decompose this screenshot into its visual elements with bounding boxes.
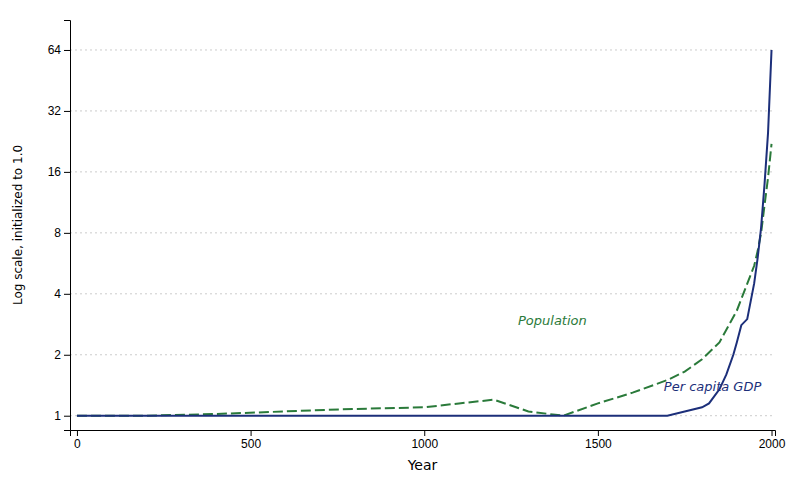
grid-line <box>70 171 775 172</box>
x-tick: 500 <box>241 430 261 451</box>
grid-line <box>70 293 775 294</box>
y-tick: 8 <box>54 226 70 240</box>
y-tick: 64 <box>48 43 70 57</box>
x-tick-label: 2000 <box>759 437 786 451</box>
y-tick-label: 16 <box>48 165 62 179</box>
y-tick-label: 4 <box>54 287 61 301</box>
x-tick-label: 0 <box>74 437 81 451</box>
x-tick-label: 1500 <box>585 437 612 451</box>
x-tick-label: 500 <box>241 437 261 451</box>
plot-area: 0 500 1000 1500 2000 1 2 4 8 16 32 64 Year Log scale,… <box>11 21 786 474</box>
y-axis-line <box>64 21 71 431</box>
grid-line <box>70 49 775 50</box>
x-tick: 1000 <box>411 430 438 451</box>
y-tick: 16 <box>48 165 70 179</box>
x-tick-mark <box>598 430 599 436</box>
y-tick: 32 <box>48 104 70 118</box>
grid-line <box>70 110 775 111</box>
series-line <box>77 50 772 416</box>
x-axis-title: Year <box>407 457 438 473</box>
x-axis: 0 500 1000 1500 2000 <box>71 430 786 451</box>
y-tick: 1 <box>54 409 70 423</box>
y-tick-label: 1 <box>54 409 61 423</box>
x-tick-mark <box>77 430 78 436</box>
y-tick-label: 2 <box>54 348 61 362</box>
y-tick: 2 <box>54 348 70 362</box>
series-group <box>77 50 772 416</box>
y-tick: 4 <box>54 287 70 301</box>
y-tick-mark <box>64 111 70 112</box>
y-tick-mark <box>64 416 70 417</box>
y-tick-mark <box>64 233 70 234</box>
x-tick: 0 <box>74 430 81 451</box>
annotation: Per capita GDP <box>664 379 762 394</box>
grid <box>70 50 775 416</box>
grid-line <box>70 232 775 233</box>
x-tick: 1500 <box>585 430 612 451</box>
series-line <box>77 144 772 416</box>
x-tick-mark <box>251 430 252 436</box>
x-tick-mark <box>772 430 773 436</box>
x-axis-line <box>71 431 776 437</box>
x-tick-label: 1000 <box>411 437 438 451</box>
y-axis: 1 2 4 8 16 32 64 <box>48 21 71 431</box>
y-tick-label: 64 <box>48 43 62 57</box>
grid-line <box>70 354 775 355</box>
annotation: Population <box>518 313 587 328</box>
y-tick-mark <box>64 50 70 51</box>
x-tick-mark <box>424 430 425 436</box>
chart: 0 500 1000 1500 2000 1 2 4 8 16 32 64 Year Log scale,… <box>0 0 800 480</box>
y-tick-label: 8 <box>54 226 61 240</box>
y-tick-mark <box>64 294 70 295</box>
x-tick: 2000 <box>759 430 786 451</box>
y-tick-label: 32 <box>48 104 62 118</box>
y-axis-title: Log scale, initialized to 1.0 <box>11 145 25 305</box>
y-tick-mark <box>64 172 70 173</box>
y-tick-mark <box>64 355 70 356</box>
annotations: Population Per capita GDP <box>518 313 761 394</box>
